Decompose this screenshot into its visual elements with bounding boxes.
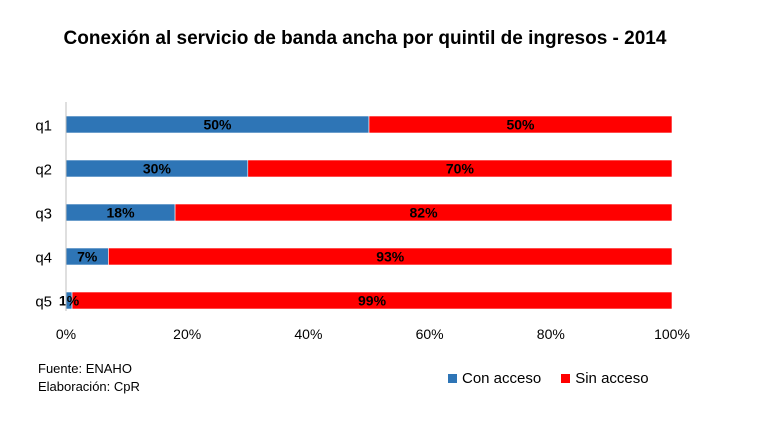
legend-swatch-sin-acceso	[561, 374, 571, 383]
data-label-con-acceso-q5: 1%	[59, 293, 80, 309]
data-label-con-acceso-q4: 7%	[77, 249, 98, 265]
data-label-con-acceso-q1: 50%	[203, 117, 232, 133]
legend: Con acceso Sin acceso	[448, 370, 649, 387]
bar-sin-acceso-q2	[247, 159, 673, 178]
x-tick-label-0: 0%	[56, 326, 76, 342]
bars-layer	[65, 115, 673, 310]
category-label-q2: q2	[35, 162, 52, 179]
legend-swatch-con-acceso	[448, 374, 457, 383]
axis-layer: q1 q2 q3 q4 q50% 20% 40% 60% 80% 100%	[35, 102, 690, 342]
x-tick-label-5: 100%	[654, 326, 690, 342]
data-label-con-acceso-q3: 18%	[107, 205, 136, 221]
x-tick-label-1: 20%	[173, 326, 201, 342]
x-tick-label-4: 80%	[537, 326, 565, 342]
bar-sin-acceso-q4	[108, 247, 673, 266]
labels-layer: 50% 50% 30% 70% 18% 82% 7% 93% 1% 99%	[59, 117, 535, 309]
legend-item-con-acceso: Con acceso	[448, 370, 541, 387]
data-label-sin-acceso-q4: 93%	[376, 249, 405, 265]
data-label-sin-acceso-q3: 82%	[410, 205, 439, 221]
category-label-q4: q4	[35, 250, 52, 267]
author-note: Elaboración: CpR	[38, 379, 140, 394]
legend-label-con-acceso: Con acceso	[462, 370, 542, 387]
legend-item-sin-acceso: Sin acceso	[561, 370, 649, 387]
bar-sin-acceso-q3	[174, 203, 673, 222]
source-note: Fuente: ENAHO	[38, 361, 132, 376]
bar-sin-acceso-q1	[368, 115, 673, 134]
data-label-con-acceso-q2: 30%	[143, 161, 172, 177]
category-label-q1: q1	[35, 118, 52, 135]
data-label-sin-acceso-q5: 99%	[358, 293, 387, 309]
category-label-q5: q5	[35, 294, 52, 311]
chart-title: Conexión al servicio de banda ancha por …	[63, 28, 667, 49]
x-tick-label-2: 40%	[294, 326, 322, 342]
x-tick-label-3: 60%	[416, 326, 444, 342]
legend-label-sin-acceso: Sin acceso	[575, 370, 649, 387]
data-label-sin-acceso-q2: 70%	[446, 161, 475, 177]
bar-sin-acceso-q5	[71, 291, 673, 310]
data-label-sin-acceso-q1: 50%	[506, 117, 535, 133]
category-label-q3: q3	[35, 206, 52, 223]
